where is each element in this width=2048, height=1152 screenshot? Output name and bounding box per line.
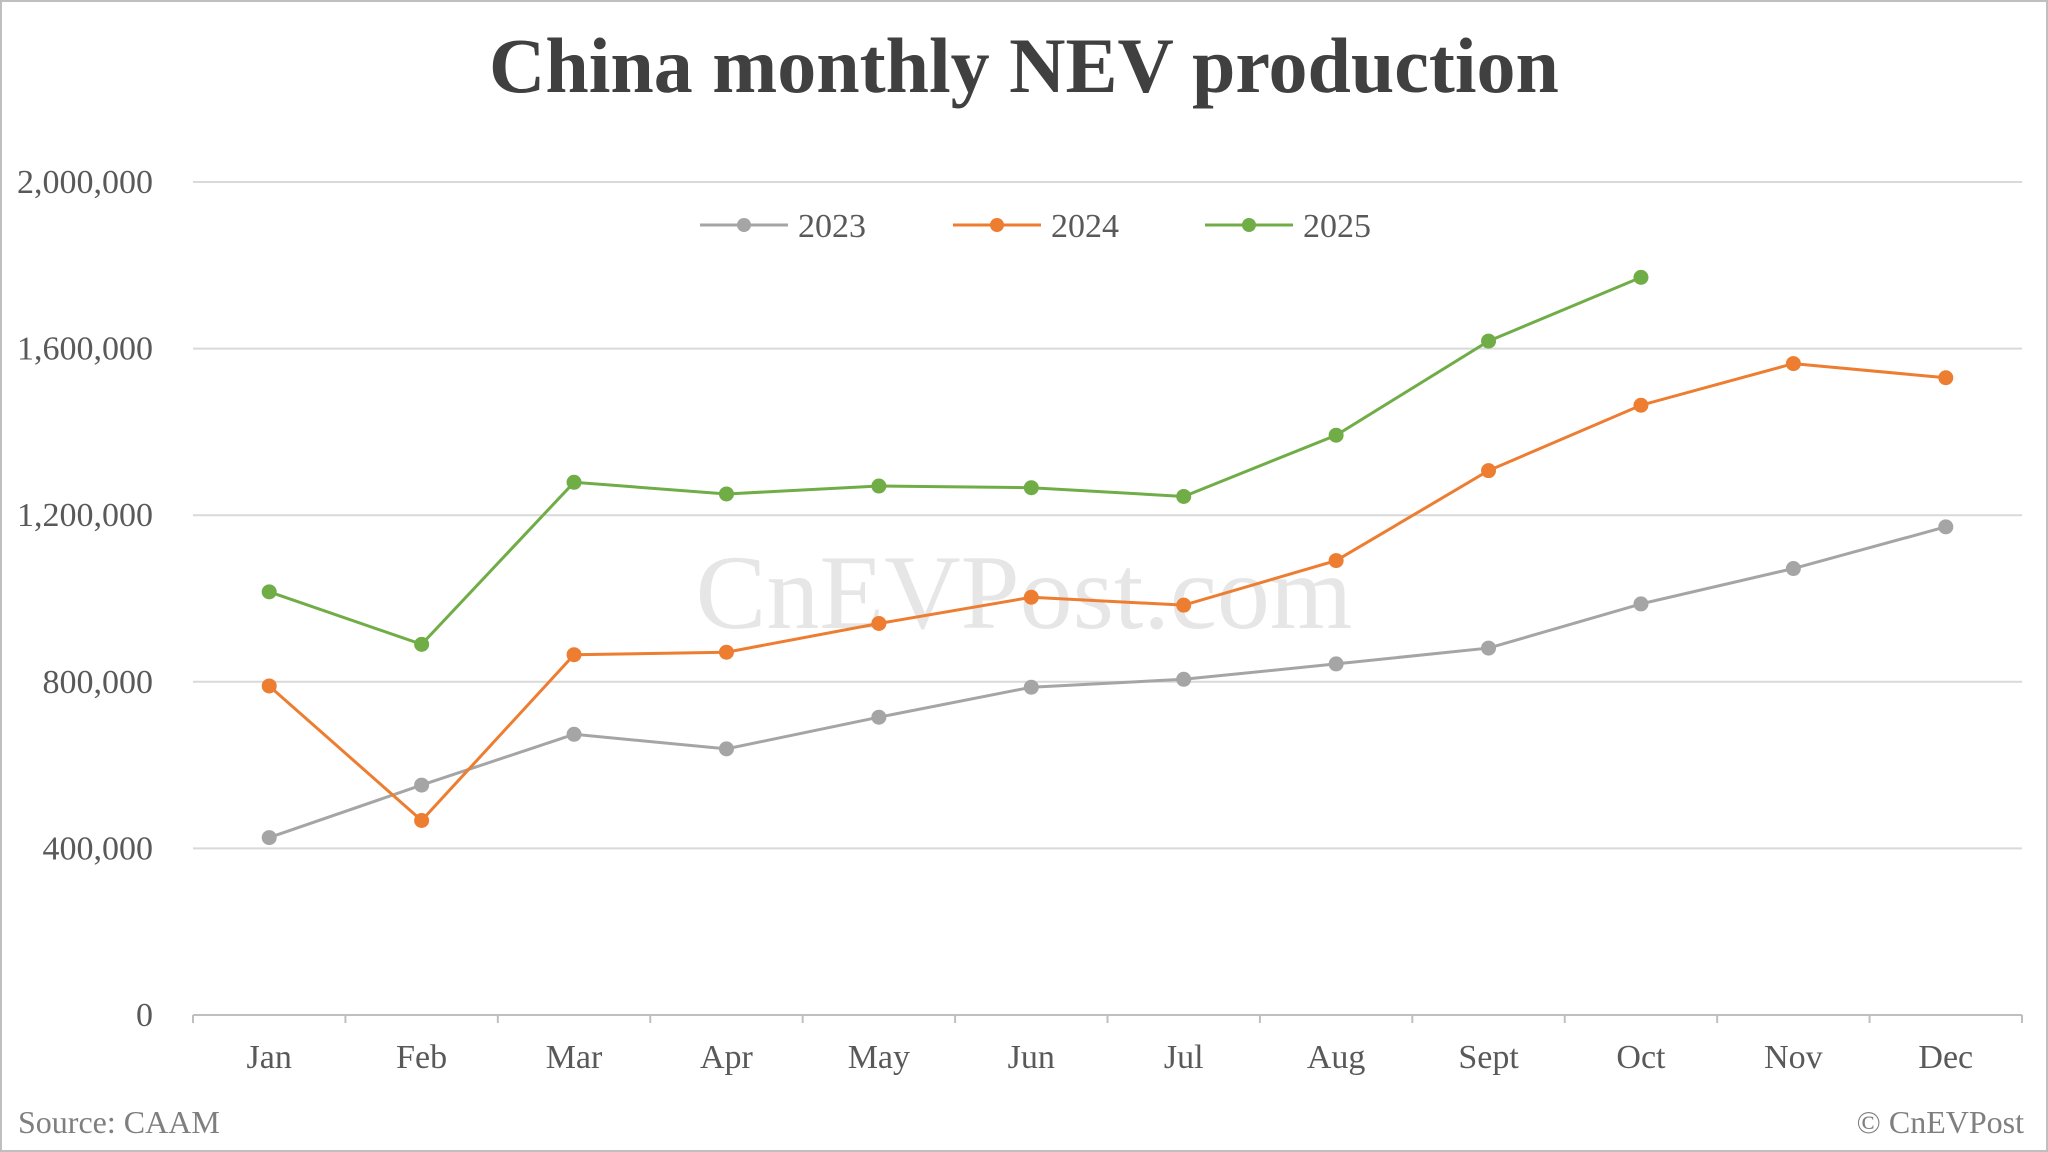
data-point-2023 <box>1785 561 1801 577</box>
data-point-2024 <box>1328 553 1344 569</box>
x-tick-label: Mar <box>546 1039 603 1076</box>
data-point-2023 <box>566 726 582 742</box>
data-point-2025 <box>414 636 430 652</box>
data-point-2023 <box>1481 640 1497 656</box>
x-tick-label: Apr <box>700 1039 754 1076</box>
legend-label-2025: 2025 <box>1303 208 1371 245</box>
legend-marker-2024 <box>990 218 1004 232</box>
data-point-2023 <box>1176 671 1192 687</box>
legend-label-2023: 2023 <box>798 208 866 245</box>
y-tick-label: 800,000 <box>43 664 154 701</box>
data-point-2024 <box>1481 463 1497 479</box>
legend-marker-2023 <box>737 218 751 232</box>
data-point-2023 <box>1328 656 1344 672</box>
data-point-2024 <box>1023 589 1039 605</box>
data-point-2025 <box>261 584 277 600</box>
data-point-2024 <box>566 647 582 663</box>
y-tick-label: 1,600,000 <box>17 331 153 368</box>
x-tick-label: Nov <box>1764 1039 1823 1076</box>
legend-label-2024: 2024 <box>1051 208 1119 245</box>
data-point-2025 <box>1633 269 1649 285</box>
copyright-label: © CnEVPost <box>1857 1104 2025 1140</box>
y-tick-label: 400,000 <box>43 830 154 867</box>
data-point-2025 <box>1328 427 1344 443</box>
x-tick-label: Dec <box>1918 1039 1973 1076</box>
x-tick-label: Jul <box>1164 1039 1204 1076</box>
data-point-2024 <box>1938 370 1954 386</box>
data-point-2023 <box>261 830 277 846</box>
series-line-2023 <box>268 525 1947 839</box>
x-tick-label: May <box>848 1039 910 1076</box>
series-line-2024 <box>268 362 1946 823</box>
chart-title: China monthly NEV production <box>489 22 1559 109</box>
x-tick-label: Jun <box>1008 1039 1055 1076</box>
data-point-2025 <box>871 478 887 494</box>
data-point-2025 <box>1023 480 1039 496</box>
data-point-2024 <box>718 644 734 660</box>
data-point-2025 <box>566 474 582 490</box>
data-point-2024 <box>1176 597 1192 613</box>
data-point-2023 <box>1633 596 1649 612</box>
x-tick-label: Oct <box>1616 1039 1666 1076</box>
data-point-2024 <box>414 812 430 828</box>
data-point-2024 <box>871 615 887 631</box>
data-point-2025 <box>718 486 734 502</box>
y-tick-label: 2,000,000 <box>17 164 153 201</box>
data-point-2023 <box>718 741 734 757</box>
y-tick-label: 1,200,000 <box>17 497 153 534</box>
data-point-2024 <box>1785 356 1801 372</box>
data-point-2025 <box>1176 488 1192 504</box>
data-point-2023 <box>1023 679 1039 695</box>
data-point-2024 <box>261 678 277 694</box>
series-line-2025 <box>268 275 1642 647</box>
source-label: Source: CAAM <box>18 1104 220 1140</box>
x-tick-label: Sept <box>1458 1039 1519 1076</box>
legend-marker-2025 <box>1242 218 1256 232</box>
data-point-2023 <box>1938 519 1954 535</box>
data-point-2025 <box>1481 333 1497 349</box>
x-tick-label: Aug <box>1307 1039 1366 1076</box>
watermark: CnEVPost.com <box>696 534 1353 651</box>
y-tick-label: 0 <box>136 997 153 1034</box>
data-point-2023 <box>871 709 887 725</box>
data-point-2023 <box>414 777 430 793</box>
data-point-2024 <box>1633 397 1649 413</box>
x-tick-label: Jan <box>247 1039 292 1076</box>
x-tick-label: Feb <box>396 1039 447 1076</box>
